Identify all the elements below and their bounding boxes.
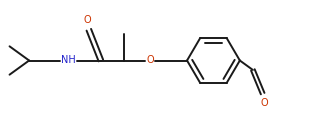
- Text: O: O: [83, 15, 91, 25]
- Text: O: O: [261, 98, 268, 108]
- Text: O: O: [146, 56, 154, 65]
- Text: NH: NH: [61, 56, 76, 65]
